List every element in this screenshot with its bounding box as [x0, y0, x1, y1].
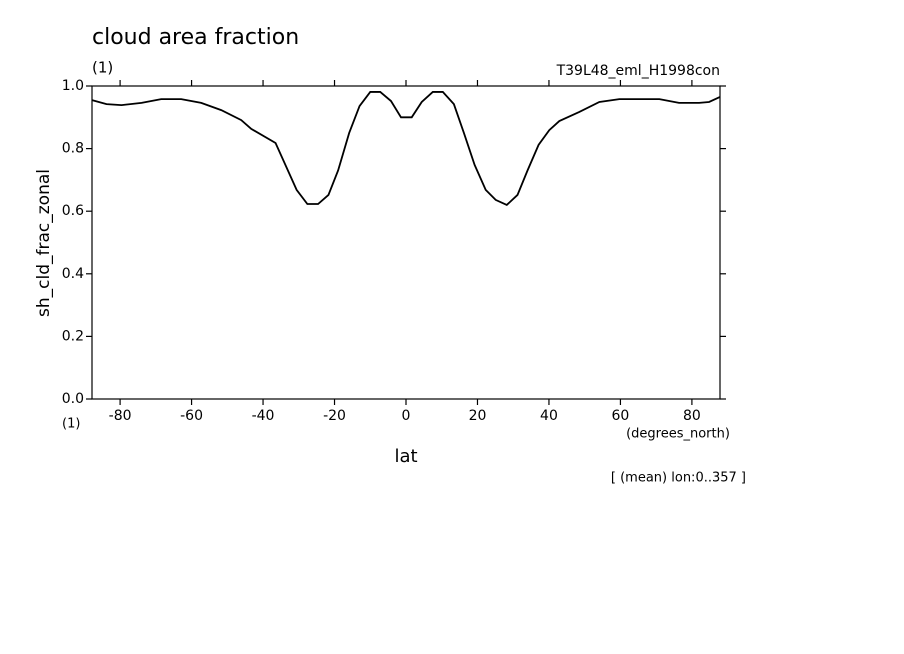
y-tick-label: 0.2 [62, 328, 84, 344]
y-units: (1) [62, 417, 80, 432]
y-tick-label: 0.8 [62, 141, 84, 157]
x-units: (degrees_north) [626, 427, 730, 442]
x-tick-label: -60 [180, 408, 203, 424]
dataset-label: T39L48_eml_H1998con [556, 63, 720, 79]
chart-title: cloud area fraction [92, 25, 299, 50]
x-tick-label: 80 [683, 408, 701, 424]
x-axis-label: lat [394, 446, 417, 467]
footnote: [ (mean) lon:0..357 ] [611, 471, 746, 486]
data-line [91, 91, 721, 207]
plot-frame [91, 85, 721, 400]
x-tick-label: 20 [469, 408, 487, 424]
x-tick-label: 40 [540, 408, 558, 424]
y-tick-label: 0.6 [62, 203, 84, 219]
x-tick-label: -80 [109, 408, 132, 424]
y-tick-label: 0.4 [62, 266, 84, 282]
x-tick-label: 60 [612, 408, 630, 424]
y-tick-label: 1.0 [62, 78, 84, 94]
y-tick-label: 0.0 [62, 391, 84, 407]
x-tick-label: 0 [402, 408, 411, 424]
title-units: (1) [92, 59, 113, 77]
y-axis-label: sh_cld_frac_zonal [34, 169, 54, 317]
x-tick-label: -20 [323, 408, 346, 424]
x-tick-label: -40 [252, 408, 275, 424]
